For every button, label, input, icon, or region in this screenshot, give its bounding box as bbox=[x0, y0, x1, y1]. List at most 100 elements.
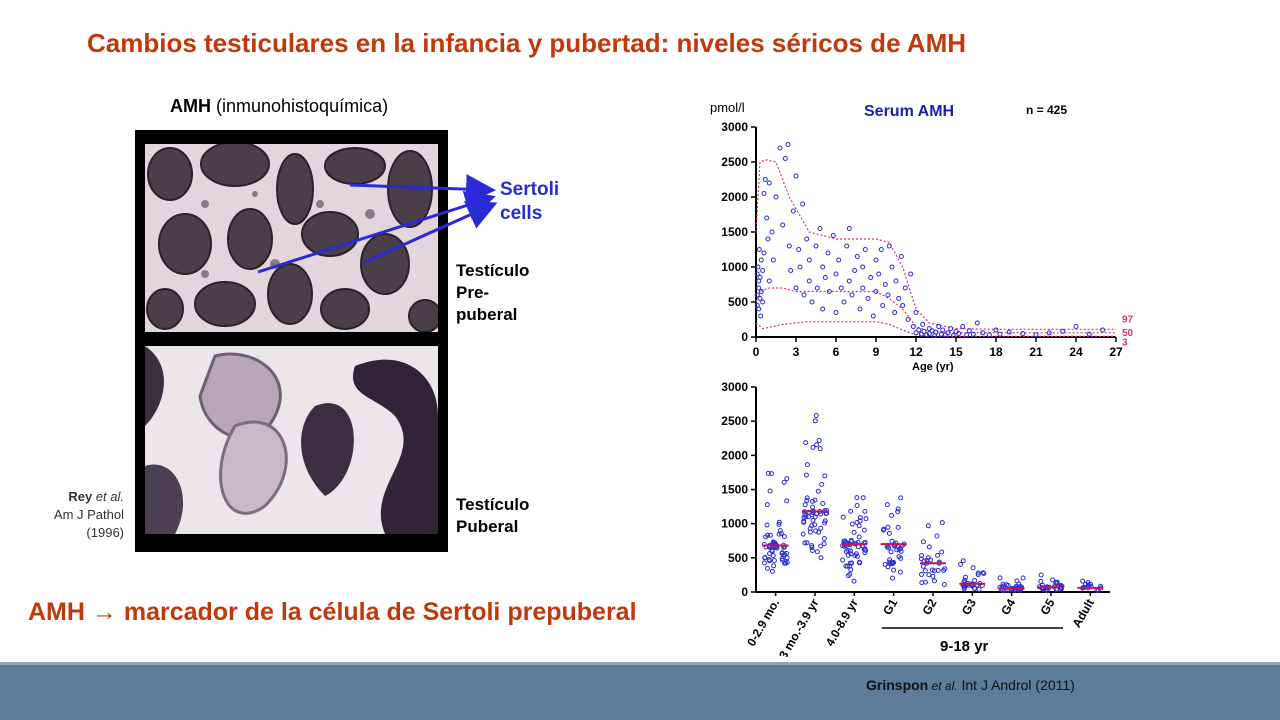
data-point bbox=[919, 553, 924, 558]
data-point bbox=[1020, 575, 1026, 581]
data-point bbox=[857, 306, 863, 312]
data-point bbox=[873, 257, 879, 263]
data-point bbox=[781, 479, 787, 485]
data-point bbox=[870, 313, 876, 319]
data-point bbox=[818, 543, 824, 549]
data-point bbox=[755, 264, 761, 270]
data-point bbox=[820, 501, 826, 506]
data-point bbox=[804, 462, 810, 468]
sample-size-label: n = 425 bbox=[1026, 103, 1067, 117]
data-point bbox=[970, 331, 976, 337]
data-point bbox=[812, 522, 818, 528]
data-point bbox=[948, 326, 954, 332]
data-point bbox=[833, 310, 839, 315]
data-point bbox=[784, 498, 790, 504]
data-point bbox=[1060, 328, 1066, 334]
data-point bbox=[809, 299, 815, 305]
data-point bbox=[898, 254, 904, 259]
data-point bbox=[852, 553, 858, 559]
data-point bbox=[878, 247, 884, 252]
data-point bbox=[891, 567, 897, 573]
data-point bbox=[980, 330, 986, 336]
data-point bbox=[764, 522, 770, 528]
data-point bbox=[825, 250, 831, 256]
data-point bbox=[934, 533, 940, 539]
data-point bbox=[807, 529, 813, 535]
data-point bbox=[889, 561, 895, 567]
data-point bbox=[898, 555, 904, 561]
data-point bbox=[920, 563, 926, 569]
data-point bbox=[885, 292, 891, 298]
data-point bbox=[769, 471, 774, 477]
data-point bbox=[756, 247, 762, 252]
data-point bbox=[902, 285, 908, 291]
data-point bbox=[844, 243, 850, 249]
data-point bbox=[851, 578, 857, 584]
data-point bbox=[862, 508, 868, 514]
data-point bbox=[997, 331, 1003, 337]
data-point bbox=[767, 488, 773, 494]
data-point bbox=[810, 517, 816, 523]
pubertal-label-line2: Puberal bbox=[456, 517, 519, 536]
data-point bbox=[945, 330, 951, 336]
data-point bbox=[856, 534, 862, 540]
data-point bbox=[1085, 580, 1091, 585]
data-point bbox=[818, 525, 824, 531]
data-point bbox=[851, 529, 857, 535]
data-point bbox=[854, 495, 860, 501]
data-point bbox=[777, 145, 783, 151]
prepubertal-tissue-image bbox=[145, 144, 438, 332]
data-point bbox=[769, 229, 775, 235]
data-point bbox=[812, 514, 818, 520]
data-point bbox=[1006, 329, 1012, 335]
sertoli-label-line1: Sertoli bbox=[500, 179, 560, 200]
data-point bbox=[766, 557, 772, 563]
citation-year: (1996) bbox=[86, 525, 124, 540]
data-point bbox=[972, 586, 978, 591]
data-point bbox=[803, 472, 809, 478]
data-point bbox=[997, 575, 1003, 581]
data-point bbox=[930, 574, 936, 579]
group-label: 9-18 yr bbox=[940, 638, 989, 655]
amh-by-group-chart: 9-18 yr 0 500 1000 1500 2000 2500 3000 0-2.9 mo… bbox=[721, 380, 1110, 657]
data-point bbox=[893, 278, 899, 284]
data-point bbox=[756, 285, 762, 291]
y-tick-label: 1000 bbox=[721, 260, 748, 274]
data-point bbox=[889, 264, 895, 270]
prepubertal-label-line3: puberal bbox=[456, 305, 518, 324]
data-point bbox=[760, 299, 766, 305]
data-point bbox=[1100, 327, 1106, 333]
data-point bbox=[896, 296, 902, 301]
data-point bbox=[848, 548, 853, 554]
data-point bbox=[765, 532, 771, 538]
data-point bbox=[810, 444, 816, 450]
data-point bbox=[764, 215, 770, 221]
data-point bbox=[1016, 581, 1022, 587]
data-point bbox=[809, 523, 815, 529]
data-point bbox=[849, 292, 855, 298]
footer-bar-accent bbox=[0, 662, 1280, 666]
arrow-line bbox=[364, 201, 498, 264]
data-point bbox=[848, 508, 854, 514]
conclusion-text: AMH → marcador de la célula de Sertoli p… bbox=[28, 598, 637, 627]
data-point bbox=[895, 524, 901, 530]
data-point bbox=[758, 289, 764, 294]
data-point bbox=[770, 257, 776, 263]
y-tick-label: 1000 bbox=[721, 517, 748, 531]
data-point bbox=[788, 268, 794, 273]
data-point bbox=[966, 328, 972, 334]
conclusion-arrow: → bbox=[91, 598, 117, 626]
data-point bbox=[793, 285, 799, 291]
category-label: G1 bbox=[880, 596, 900, 617]
data-point bbox=[796, 247, 802, 252]
micrograph-citation: Rey et al. Am J Pathol (1996) bbox=[40, 488, 124, 542]
data-point bbox=[922, 568, 928, 574]
data-point bbox=[849, 521, 855, 527]
data-point bbox=[771, 558, 777, 563]
chart-citation-author: Grinspon bbox=[866, 677, 929, 693]
data-point bbox=[932, 578, 937, 584]
arrow-line bbox=[257, 191, 496, 274]
data-point bbox=[963, 574, 968, 580]
data-point bbox=[768, 532, 773, 538]
data-point bbox=[885, 524, 891, 530]
